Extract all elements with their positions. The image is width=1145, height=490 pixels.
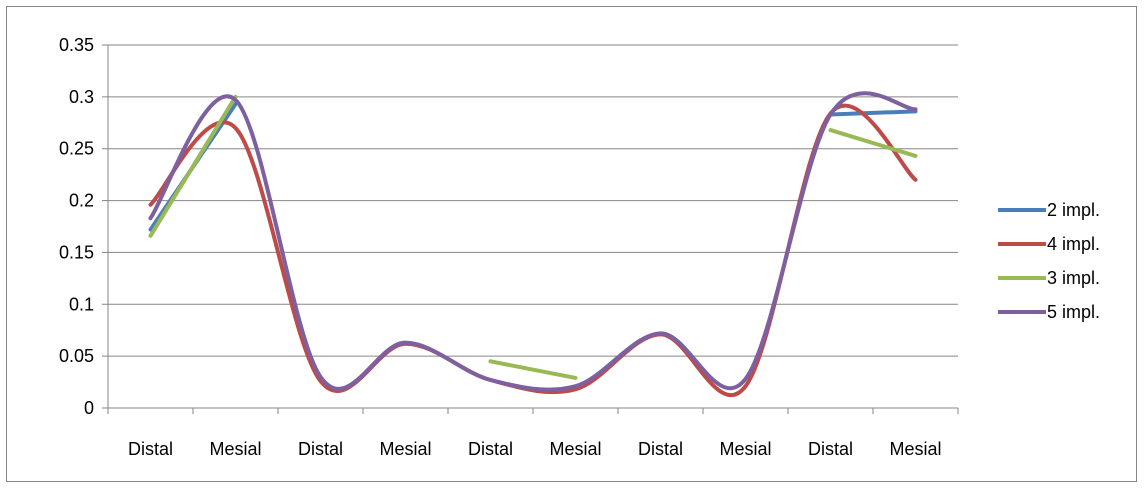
series-line-5-impl <box>148 91 918 392</box>
x-tick-label: Mesial <box>379 439 431 459</box>
x-tick-label: Mesial <box>889 439 941 459</box>
y-tick-label: 0.3 <box>69 87 94 107</box>
series-line-2-impl <box>828 109 918 117</box>
series-line-3-impl <box>828 128 918 158</box>
chart-frame <box>6 6 1137 482</box>
series-line-3-impl <box>148 94 238 238</box>
legend-label: 4 impl. <box>1047 234 1100 254</box>
x-tick-label: Distal <box>638 439 683 459</box>
y-tick-label: 0 <box>84 398 94 418</box>
y-tick-label: 0.05 <box>59 346 94 366</box>
y-tick-label: 0.35 <box>59 35 94 55</box>
y-tick-label: 0.1 <box>69 294 94 314</box>
legend-label: 5 impl. <box>1047 302 1100 322</box>
x-tick-label: Distal <box>468 439 513 459</box>
y-tick-label: 0.15 <box>59 242 94 262</box>
x-tick-label: Mesial <box>549 439 601 459</box>
legend-label: 3 impl. <box>1047 268 1100 288</box>
x-tick-label: Distal <box>298 439 343 459</box>
series-line-3-impl <box>488 359 578 380</box>
y-tick-label: 0.25 <box>59 139 94 159</box>
x-tick-label: Mesial <box>719 439 771 459</box>
y-tick-label: 0.2 <box>69 191 94 211</box>
x-tick-label: Distal <box>128 439 173 459</box>
x-tick-label: Mesial <box>209 439 261 459</box>
x-tick-label: Distal <box>808 439 853 459</box>
legend-label: 2 impl. <box>1047 200 1100 220</box>
